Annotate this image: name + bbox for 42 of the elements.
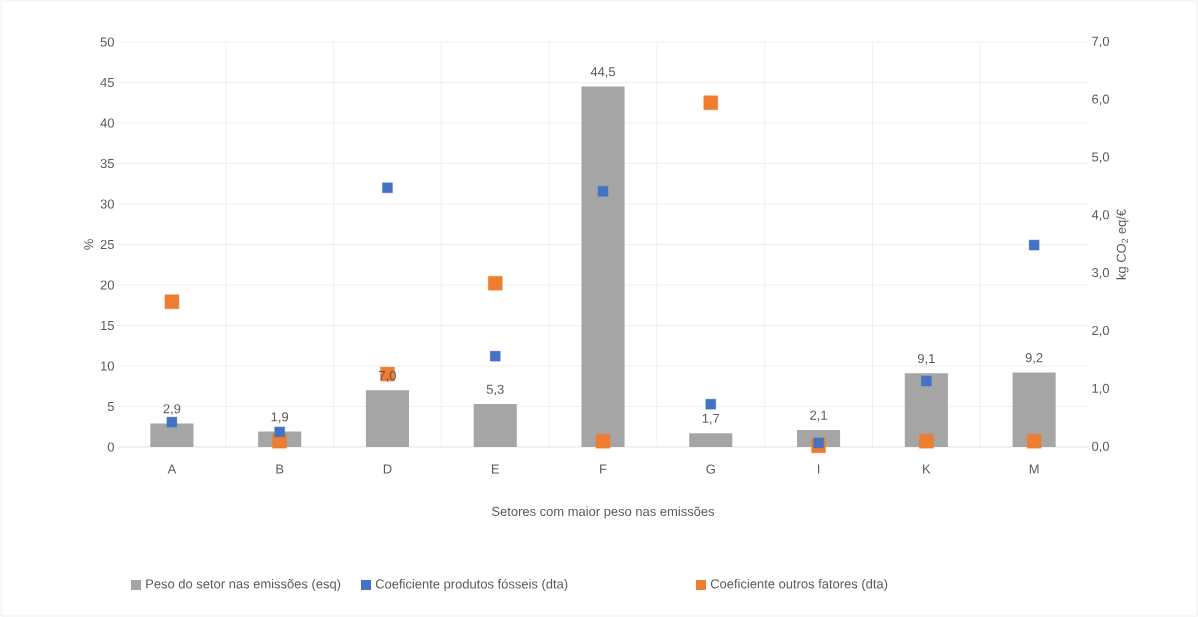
- y2-axis-title: kg CO$_{2}$ eq/€: [1116, 209, 1129, 280]
- y-tick-label: 10: [101, 361, 114, 371]
- x-tick-label: A: [167, 464, 177, 474]
- y-tick-label: 5: [107, 401, 114, 411]
- y-tick-label: 20: [100, 280, 114, 290]
- y-tick-label: 0: [107, 442, 114, 452]
- x-axis-title: Setores com maior peso nas emissões: [492, 506, 715, 519]
- data-label: 44,5: [590, 67, 616, 78]
- y2-tick-label: 3,0: [1092, 268, 1110, 279]
- y-tick-label: 30: [100, 199, 114, 209]
- x-tick-label: K: [923, 464, 931, 474]
- x-tick-label: F: [600, 464, 607, 474]
- y-tick-label: 35: [100, 158, 114, 169]
- x-tick-label: M: [1029, 464, 1039, 474]
- y2-tick-label: 0,0: [1092, 441, 1110, 453]
- y2-tick-label: 6,0: [1092, 94, 1110, 106]
- data-label: 1,9: [271, 412, 289, 423]
- y2-tick-label: 7,0: [1092, 36, 1110, 48]
- y-tick-label: 40: [100, 118, 114, 128]
- x-tick-label: E: [491, 464, 499, 474]
- y-tick-label: 25: [100, 239, 114, 250]
- x-tick-label: B: [276, 464, 284, 474]
- x-tick-label: I: [817, 464, 820, 474]
- y2-tick-label: 1,0: [1092, 383, 1110, 395]
- legend-label: Coeficiente produtos fósseis (dta): [375, 578, 568, 592]
- data-label: 5,3: [486, 384, 504, 396]
- data-label: 9,2: [1025, 353, 1043, 364]
- y2-tick-label: 4,0: [1091, 210, 1110, 221]
- data-label: 1,7: [702, 413, 720, 425]
- y-tick-label: 45: [100, 77, 114, 87]
- y2-tick-label: 2,0: [1092, 325, 1110, 337]
- data-label: 2,9: [163, 404, 181, 415]
- legend-label: Coeficiente outros fatores (dta): [710, 578, 888, 592]
- x-tick-label: G: [706, 464, 715, 474]
- y2-tick-label: 5,0: [1092, 152, 1110, 164]
- x-tick-label: D: [383, 464, 392, 474]
- y-tick-label: 15: [101, 320, 114, 330]
- y-axis-title: %: [84, 239, 94, 250]
- data-label: 9,1: [917, 353, 935, 365]
- legend-label: Peso do setor nas emissões (esq): [146, 578, 341, 592]
- y-tick-label: 50: [100, 37, 114, 47]
- data-label: 2,1: [810, 410, 827, 422]
